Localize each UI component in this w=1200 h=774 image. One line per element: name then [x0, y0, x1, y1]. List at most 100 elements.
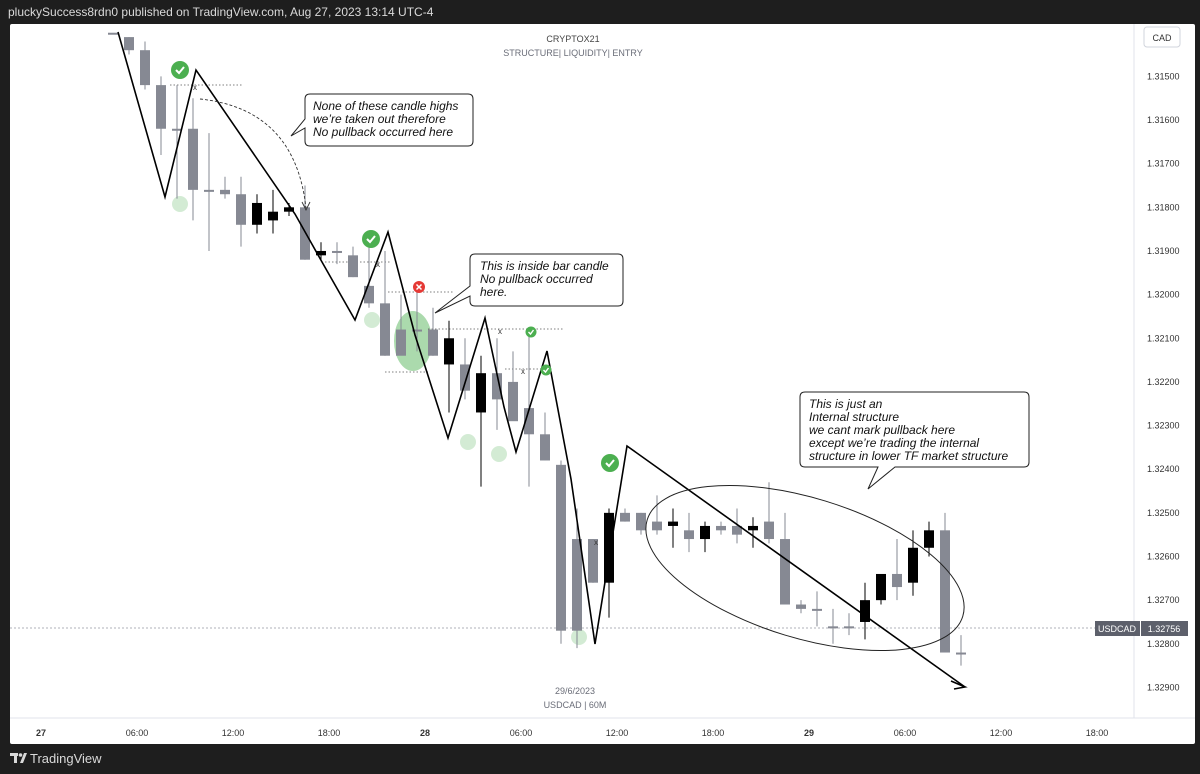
candle-body [956, 652, 966, 655]
candle[interactable] [588, 539, 598, 583]
candle[interactable] [172, 85, 182, 199]
candle[interactable] [300, 185, 310, 260]
candle-body [908, 547, 918, 583]
candle[interactable] [268, 189, 278, 234]
candle[interactable] [476, 355, 486, 487]
candle[interactable] [396, 294, 406, 356]
candle[interactable] [124, 37, 134, 55]
candle[interactable] [316, 242, 326, 260]
time-tick-label: 18:00 [318, 728, 341, 738]
symbol-tag-label: USDCAD [1098, 624, 1137, 634]
candle[interactable] [572, 508, 582, 649]
candle-body [876, 573, 886, 601]
currency-label: CAD [1152, 33, 1172, 43]
time-axis[interactable]: 27 06:00 12:00 18:00 28 06:00 12:00 18:00 29 06:0… [36, 728, 1108, 738]
candle[interactable] [668, 508, 678, 548]
candle[interactable] [764, 482, 774, 544]
candle[interactable] [860, 582, 870, 640]
candle[interactable] [780, 512, 790, 605]
swing-low-dot [460, 434, 476, 450]
candle[interactable] [556, 460, 566, 644]
swing-low-dot [172, 196, 188, 212]
footer-bar: TradingView [0, 744, 1200, 774]
callout-text: we cant mark pullback here [809, 423, 955, 437]
candle-body [572, 539, 582, 631]
candle-body [636, 512, 646, 531]
candle-body [668, 521, 678, 526]
price-chart[interactable]: CRYPTOX21 STRUCTURE| LIQUIDITY| ENTRY CA… [10, 24, 1195, 744]
candle[interactable] [620, 508, 630, 522]
candle-body [380, 303, 390, 356]
candle[interactable] [460, 338, 470, 400]
candle[interactable] [236, 176, 246, 247]
symbol-caption: USDCAD | 60M [544, 700, 607, 710]
candle-body [828, 626, 838, 629]
candle-body [652, 521, 662, 531]
candle[interactable] [684, 512, 694, 553]
candle[interactable] [956, 635, 966, 666]
callout-text: here. [480, 285, 507, 299]
chart-panel[interactable]: CRYPTOX21 STRUCTURE| LIQUIDITY| ENTRY CA… [10, 24, 1195, 744]
candle[interactable] [444, 320, 454, 413]
brand-name[interactable]: TradingView [30, 751, 102, 766]
candle-body [748, 525, 758, 531]
candle[interactable] [508, 351, 518, 422]
callout-text: This is just an [809, 397, 883, 411]
candle[interactable] [844, 613, 854, 636]
price-axis[interactable]: 1.31500 1.31600 1.31700 1.31800 1.31900 1.320… [1147, 71, 1180, 692]
time-tick-label: 12:00 [990, 728, 1013, 738]
candle[interactable] [748, 517, 758, 548]
candle[interactable] [828, 608, 838, 644]
candle[interactable] [492, 338, 502, 430]
candle[interactable] [348, 246, 358, 278]
check-badge-icon [540, 364, 552, 376]
candle[interactable] [940, 512, 950, 653]
candle[interactable] [636, 512, 646, 535]
candle[interactable] [652, 495, 662, 535]
candle-body [300, 207, 310, 260]
candle-body [588, 539, 598, 583]
candle[interactable] [428, 307, 438, 356]
candle-body [140, 50, 150, 86]
candle[interactable] [876, 573, 886, 605]
candle-body [812, 608, 822, 611]
candle[interactable] [716, 521, 726, 535]
candle[interactable] [892, 539, 902, 601]
candle[interactable] [188, 98, 198, 221]
candle[interactable] [924, 521, 934, 557]
callout-note-1[interactable]: None of these candle highs we’re taken o… [290, 93, 474, 147]
candle-body [220, 189, 230, 195]
tradingview-logo-icon[interactable] [10, 750, 28, 766]
candle[interactable] [540, 412, 550, 461]
candle[interactable] [140, 41, 150, 90]
callout-text: except we’re trading the internal [809, 436, 979, 450]
callout-bubble [434, 253, 624, 314]
currency-box[interactable] [1143, 26, 1181, 48]
candle[interactable] [332, 242, 342, 265]
candle[interactable] [604, 508, 614, 618]
candle[interactable] [796, 600, 806, 614]
price-tick-label: 1.32400 [1147, 464, 1180, 474]
candle[interactable] [252, 194, 262, 234]
price-tick-label: 1.32100 [1147, 333, 1180, 343]
candle[interactable] [812, 591, 822, 627]
candle[interactable] [156, 76, 166, 155]
x-marker: x [376, 260, 380, 269]
candle-body [860, 600, 870, 622]
check-badge-icon [525, 326, 537, 338]
candle[interactable] [732, 508, 742, 544]
publish-bar: pluckySuccess8rdn0 published on TradingV… [0, 0, 1200, 24]
candle-body [364, 285, 374, 304]
swing-low-dot [364, 312, 380, 328]
candle[interactable] [220, 176, 230, 199]
candle[interactable] [204, 133, 214, 251]
x-marker: x [498, 327, 502, 336]
candle[interactable] [108, 32, 118, 35]
candles[interactable] [108, 32, 966, 666]
candle[interactable] [380, 250, 390, 356]
callout-note-3[interactable]: This is just an Internal structure we ca… [799, 391, 1030, 490]
candle[interactable] [908, 530, 918, 596]
candle[interactable] [364, 242, 374, 308]
callout-note-2[interactable]: This is inside bar candle No pullback oc… [434, 253, 624, 314]
candle[interactable] [700, 521, 710, 553]
